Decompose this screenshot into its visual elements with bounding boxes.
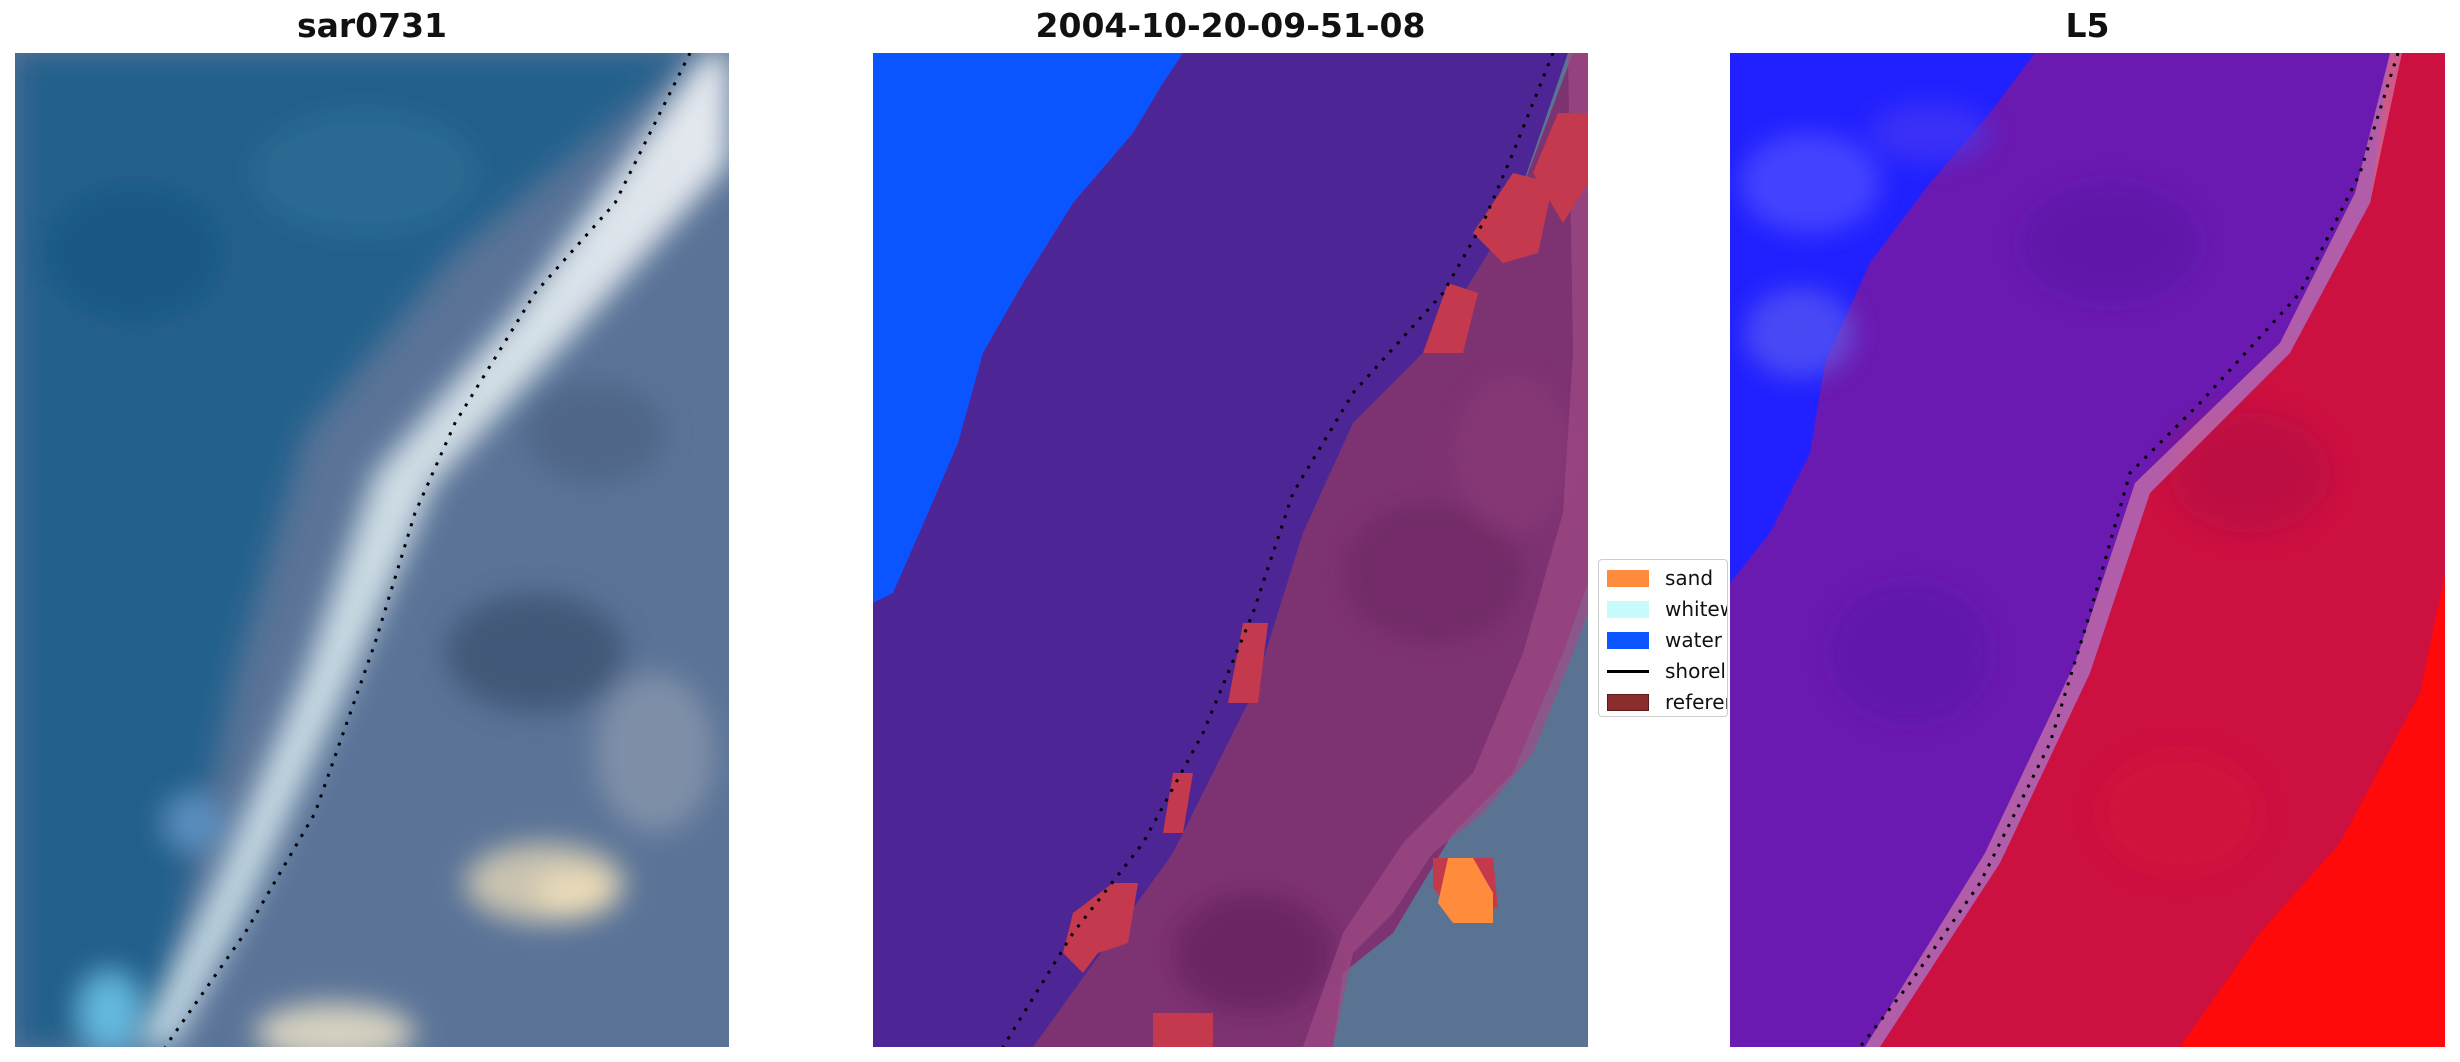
panel-1-title: sar0731 <box>296 6 448 45</box>
index-image-panel <box>1730 53 2445 1047</box>
legend-swatch-reference <box>1607 693 1649 711</box>
index-image <box>1730 53 2445 1047</box>
legend-label: referen <box>1665 690 1727 714</box>
legend-swatch-shoreline <box>1607 669 1649 673</box>
legend-item-sand: sand <box>1607 565 1713 591</box>
legend-label: shorel <box>1665 659 1726 683</box>
shoreline-line <box>163 53 692 1047</box>
sand-patch <box>1438 858 1493 923</box>
rgb-satellite-image <box>15 53 729 1047</box>
classified-image <box>873 53 1588 1047</box>
legend-item-water: water <box>1607 627 1722 653</box>
legend-label: water <box>1665 628 1722 652</box>
legend-swatch-whitewater <box>1607 600 1649 618</box>
legend-item-reference: referen <box>1607 689 1727 715</box>
classified-image-panel <box>873 53 1588 1047</box>
legend-swatch-water <box>1607 631 1649 649</box>
panel-2-title: 2004-10-20-09-51-08 <box>1035 6 1426 45</box>
shoreline-line <box>1001 53 1555 1047</box>
legend-item-shoreline: shorel <box>1607 658 1726 684</box>
panel-3-title: L5 <box>2065 6 2110 45</box>
legend-label: sand <box>1665 566 1714 590</box>
legend-swatch-sand <box>1607 569 1649 587</box>
rgb-image-panel <box>15 53 729 1047</box>
